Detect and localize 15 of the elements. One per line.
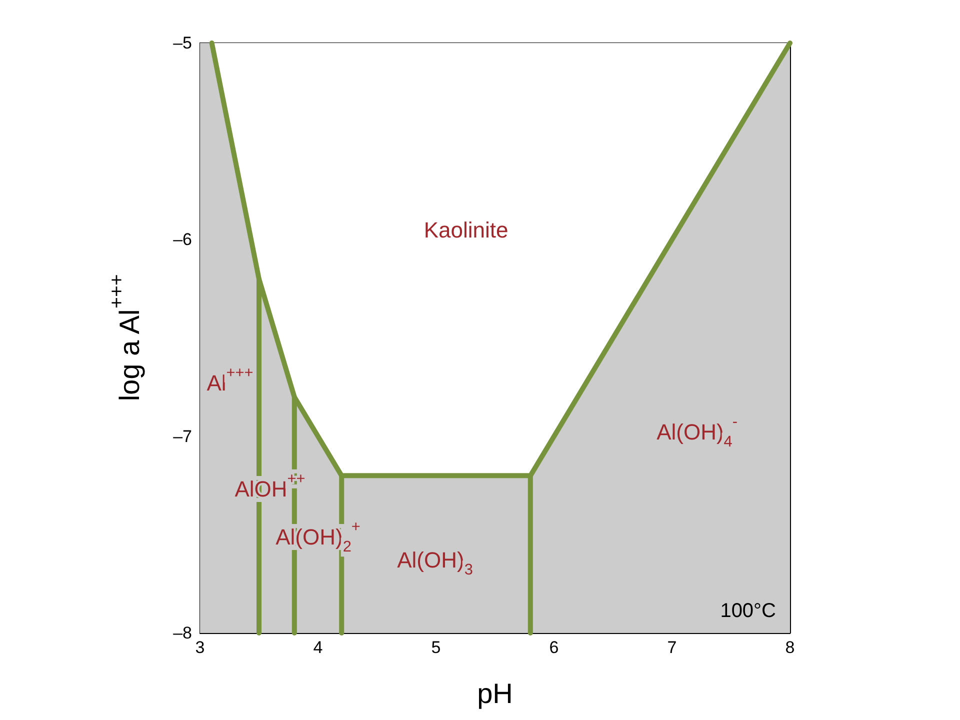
annotation: 100°C	[720, 600, 776, 622]
y-tick-label: –7	[173, 426, 192, 446]
y-tick-label: –5	[173, 34, 192, 52]
x-tick-label: 3	[195, 638, 205, 657]
x-tick-label: 8	[785, 638, 795, 657]
x-tick-label: 7	[667, 638, 677, 657]
annotation: Kaolinite	[424, 218, 508, 242]
y-tick-label: –6	[173, 230, 192, 250]
x-tick-label: 4	[313, 638, 323, 657]
y-tick-label: –8	[173, 624, 192, 642]
x-tick-label: 5	[431, 638, 441, 657]
y-axis-title: log a Al+++	[106, 274, 146, 402]
annotation: Al+++	[206, 364, 254, 396]
x-axis-title: pH	[477, 678, 513, 709]
x-tick-label: 6	[549, 638, 559, 657]
